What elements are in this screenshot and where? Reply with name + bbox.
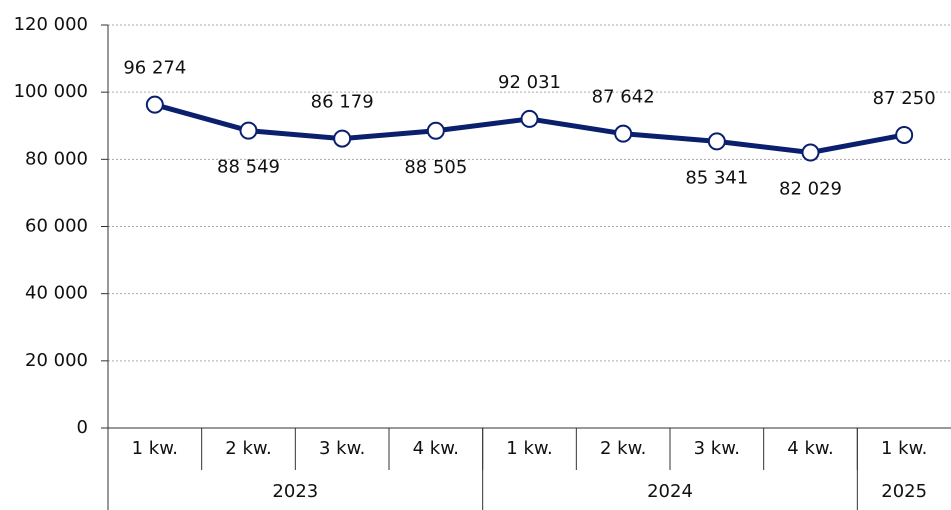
data-label: 96 274 (123, 58, 186, 79)
data-label: 85 341 (685, 167, 748, 188)
data-label: 87 250 (873, 88, 936, 109)
marker (333, 129, 352, 148)
y-tick-label: 120 000 (14, 14, 88, 35)
data-label: 87 642 (592, 87, 655, 108)
marker (239, 121, 258, 140)
group-label: 2025 (881, 481, 927, 502)
data-label: 88 549 (217, 157, 280, 178)
marker (426, 121, 445, 140)
x-tick-label: 2 kw. (600, 438, 646, 459)
marker (520, 109, 539, 128)
marker (801, 143, 820, 162)
x-tick-label: 3 kw. (694, 438, 740, 459)
marker (895, 125, 914, 144)
y-tick-label: 40 000 (25, 283, 88, 304)
y-tick-label: 0 (77, 417, 88, 438)
group-label: 2023 (272, 481, 318, 502)
data-label: 88 505 (404, 157, 467, 178)
x-tick-label: 2 kw. (225, 438, 271, 459)
marker (614, 124, 633, 143)
x-tick-label: 1 kw. (506, 438, 552, 459)
y-tick-label: 100 000 (14, 81, 88, 102)
x-tick-label: 4 kw. (787, 438, 833, 459)
data-label: 82 029 (779, 179, 842, 200)
data-label: 86 179 (311, 92, 374, 113)
y-tick-label: 60 000 (25, 216, 88, 237)
x-tick-label: 3 kw. (319, 438, 365, 459)
y-tick-label: 20 000 (25, 350, 88, 371)
y-tick-label: 80 000 (25, 148, 88, 169)
x-tick-label: 1 kw. (132, 438, 178, 459)
data-label: 92 031 (498, 72, 561, 93)
group-label: 2024 (647, 481, 693, 502)
marker (145, 95, 164, 114)
x-tick-label: 4 kw. (413, 438, 459, 459)
marker (707, 132, 726, 151)
x-tick-label: 1 kw. (881, 438, 927, 459)
